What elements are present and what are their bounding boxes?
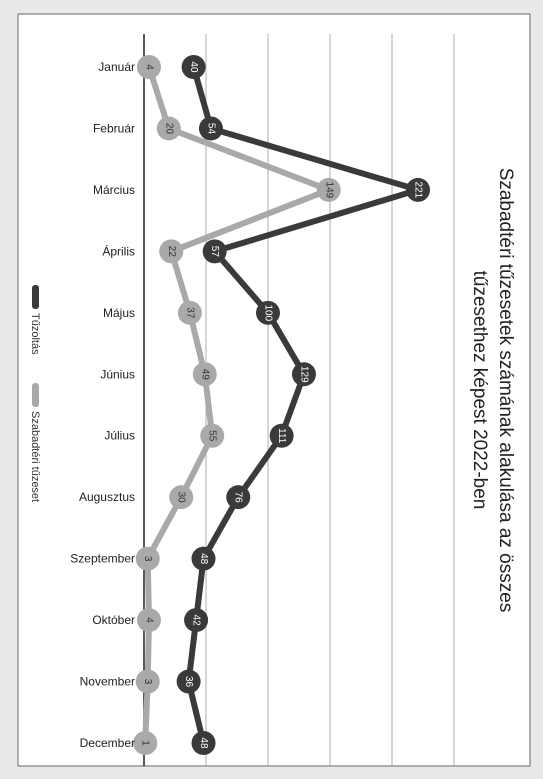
data-label: 42 bbox=[191, 615, 202, 627]
data-label: 129 bbox=[298, 366, 309, 383]
data-point bbox=[269, 423, 294, 448]
data-point bbox=[291, 362, 316, 387]
data-label: 55 bbox=[207, 430, 218, 442]
chart-title-line-2: tűzesethez képest 2022-ben bbox=[469, 271, 490, 510]
data-label: 149 bbox=[323, 182, 334, 199]
month-label: Június bbox=[100, 367, 135, 381]
month-label: Szeptember bbox=[70, 552, 135, 566]
data-label: 76 bbox=[233, 492, 244, 504]
month-label: Május bbox=[103, 306, 135, 320]
data-label: 36 bbox=[183, 676, 194, 688]
legend: Tűzoltás Szabadtéri tűzeset bbox=[29, 285, 41, 502]
data-point bbox=[316, 177, 341, 202]
data-point bbox=[177, 300, 202, 325]
chart-frame bbox=[17, 13, 531, 767]
data-point bbox=[200, 423, 225, 448]
data-label: 100 bbox=[263, 304, 274, 321]
data-label: 48 bbox=[198, 553, 209, 565]
data-point bbox=[406, 177, 431, 202]
data-label: 221 bbox=[413, 182, 424, 199]
data-label: 4 bbox=[143, 617, 154, 623]
legend-label-szabadteri: Szabadtéri tűzeset bbox=[29, 411, 41, 502]
data-point bbox=[198, 116, 223, 141]
month-label: Február bbox=[93, 121, 135, 135]
legend-label-tuzoltas: Tűzoltás bbox=[29, 313, 41, 355]
category-labels: Január Február Március Április Május Június Jú… bbox=[70, 60, 135, 750]
gridlines bbox=[205, 34, 455, 766]
data-label: 4 bbox=[143, 64, 154, 70]
legend-swatch-tuzoltas bbox=[32, 285, 39, 309]
data-point bbox=[133, 731, 158, 755]
data-label: 54 bbox=[205, 123, 216, 135]
data-label: 1 bbox=[140, 740, 151, 746]
data-point bbox=[202, 239, 227, 264]
month-label: Március bbox=[93, 183, 135, 197]
data-label: 22 bbox=[166, 246, 177, 258]
data-point bbox=[226, 485, 251, 510]
month-label: Április bbox=[102, 243, 135, 258]
chart-title-line-1: Szabadtéri tűzesetek számának alakulása … bbox=[495, 168, 516, 613]
month-label: Július bbox=[104, 429, 135, 443]
data-label: 3 bbox=[142, 556, 153, 562]
data-point bbox=[135, 669, 160, 694]
series-points: 40 54 221 57 100 129 111 76 48 42 36 48 4 20 149 22 37 49… bbox=[133, 55, 431, 755]
data-label: 20 bbox=[163, 123, 174, 135]
data-label: 3 bbox=[142, 679, 153, 685]
data-label: 37 bbox=[184, 307, 195, 319]
month-label: November bbox=[80, 675, 135, 689]
data-point bbox=[184, 608, 209, 633]
data-point bbox=[159, 239, 184, 264]
data-point bbox=[256, 300, 280, 325]
data-point bbox=[181, 55, 206, 79]
legend-swatch-szabadteri bbox=[32, 383, 39, 407]
data-label: 57 bbox=[209, 246, 220, 258]
chart-title: Szabadtéri tűzesetek számának alakulása … bbox=[469, 168, 516, 613]
data-point bbox=[176, 669, 201, 694]
data-point bbox=[136, 608, 161, 633]
data-label: 48 bbox=[198, 737, 209, 749]
data-label: 40 bbox=[188, 61, 199, 73]
month-label: December bbox=[80, 736, 135, 750]
month-label: Augusztus bbox=[79, 490, 135, 504]
data-label: 111 bbox=[276, 428, 287, 444]
data-point bbox=[136, 55, 161, 79]
data-point bbox=[135, 546, 160, 571]
data-label: 30 bbox=[176, 492, 187, 504]
data-point bbox=[156, 116, 181, 141]
month-label: Január bbox=[98, 60, 135, 74]
data-point bbox=[192, 362, 217, 387]
data-point bbox=[169, 485, 194, 510]
month-label: Október bbox=[92, 613, 135, 627]
data-point bbox=[191, 731, 216, 755]
data-label: 49 bbox=[199, 369, 210, 381]
data-point bbox=[191, 546, 216, 571]
